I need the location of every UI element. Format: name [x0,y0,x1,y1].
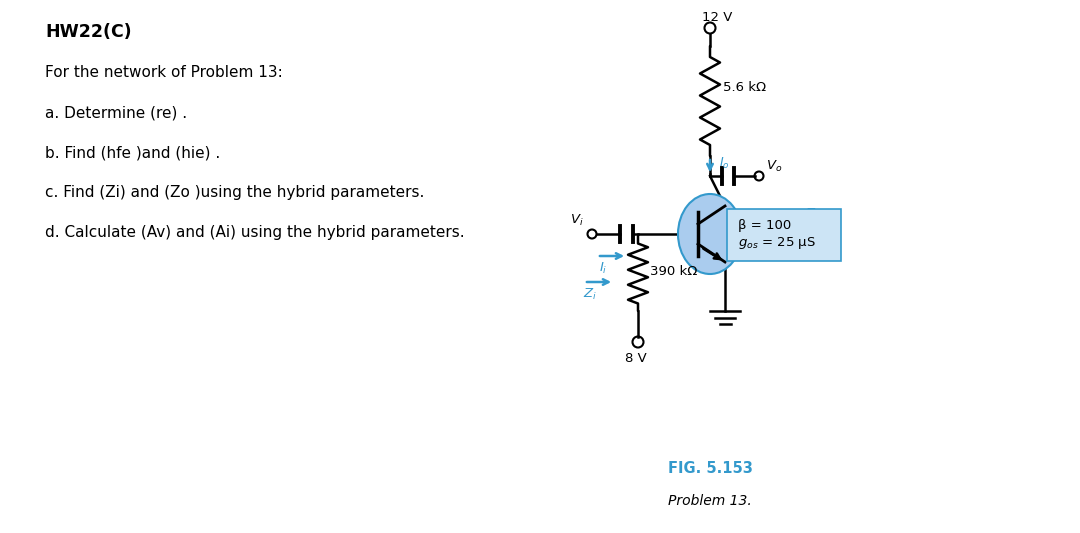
Text: $Z_i$: $Z_i$ [583,287,597,302]
Text: b. Find (hfe )and (hie) .: b. Find (hfe )and (hie) . [45,145,220,160]
Text: FIG. 5.153: FIG. 5.153 [667,461,753,476]
Text: 5.6 kΩ: 5.6 kΩ [723,82,766,94]
Text: 8 V: 8 V [625,352,647,365]
Text: $Z_o$: $Z_o$ [805,206,822,222]
Text: β = 100: β = 100 [738,219,792,232]
Text: $V_i$: $V_i$ [570,213,584,228]
Text: $I_i$: $I_i$ [598,261,607,276]
Text: HW22(C): HW22(C) [45,23,132,41]
Ellipse shape [678,194,742,274]
Text: $V_o$: $V_o$ [766,159,782,174]
Text: 390 kΩ: 390 kΩ [650,265,698,279]
Text: $I_o$: $I_o$ [719,156,730,171]
Text: d. Calculate (Av) and (Ai) using the hybrid parameters.: d. Calculate (Av) and (Ai) using the hyb… [45,225,464,240]
Text: a. Determine (re) .: a. Determine (re) . [45,105,187,120]
Text: 12 V: 12 V [702,11,732,24]
FancyBboxPatch shape [727,209,841,261]
Text: Problem 13.: Problem 13. [669,494,752,508]
Text: $g_{os}$ = 25 μS: $g_{os}$ = 25 μS [738,235,815,251]
Text: For the network of Problem 13:: For the network of Problem 13: [45,65,283,80]
Text: c. Find (Zi) and (Zo )using the hybrid parameters.: c. Find (Zi) and (Zo )using the hybrid p… [45,185,424,200]
